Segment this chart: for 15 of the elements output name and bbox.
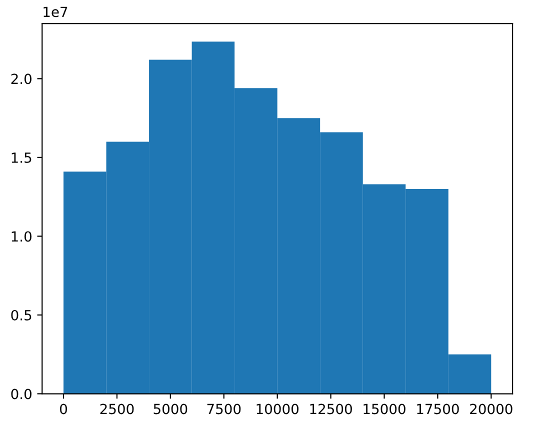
y-tick-label: 0.5 xyxy=(11,310,32,320)
x-tick-label: 20000 xyxy=(470,404,512,414)
x-tick-label: 17500 xyxy=(417,404,459,414)
y-tick-label: 1.0 xyxy=(12,231,32,242)
x-tick-label: 10000 xyxy=(256,404,298,414)
x-tick-label: 0 xyxy=(60,404,67,414)
text: 1e7 xyxy=(44,6,68,18)
y-tick-label: 2.0 xyxy=(11,74,32,84)
y-tick-label: 1.5 xyxy=(12,152,32,163)
x-tick-label: 15000 xyxy=(364,404,406,414)
x-tick-label: 5000 xyxy=(154,404,188,414)
x-tick-label: 2500 xyxy=(100,404,134,414)
y-tick-label: 0.0 xyxy=(11,388,32,400)
x-tick-label: 7500 xyxy=(207,404,241,414)
x-tick-label: 12500 xyxy=(310,404,352,414)
